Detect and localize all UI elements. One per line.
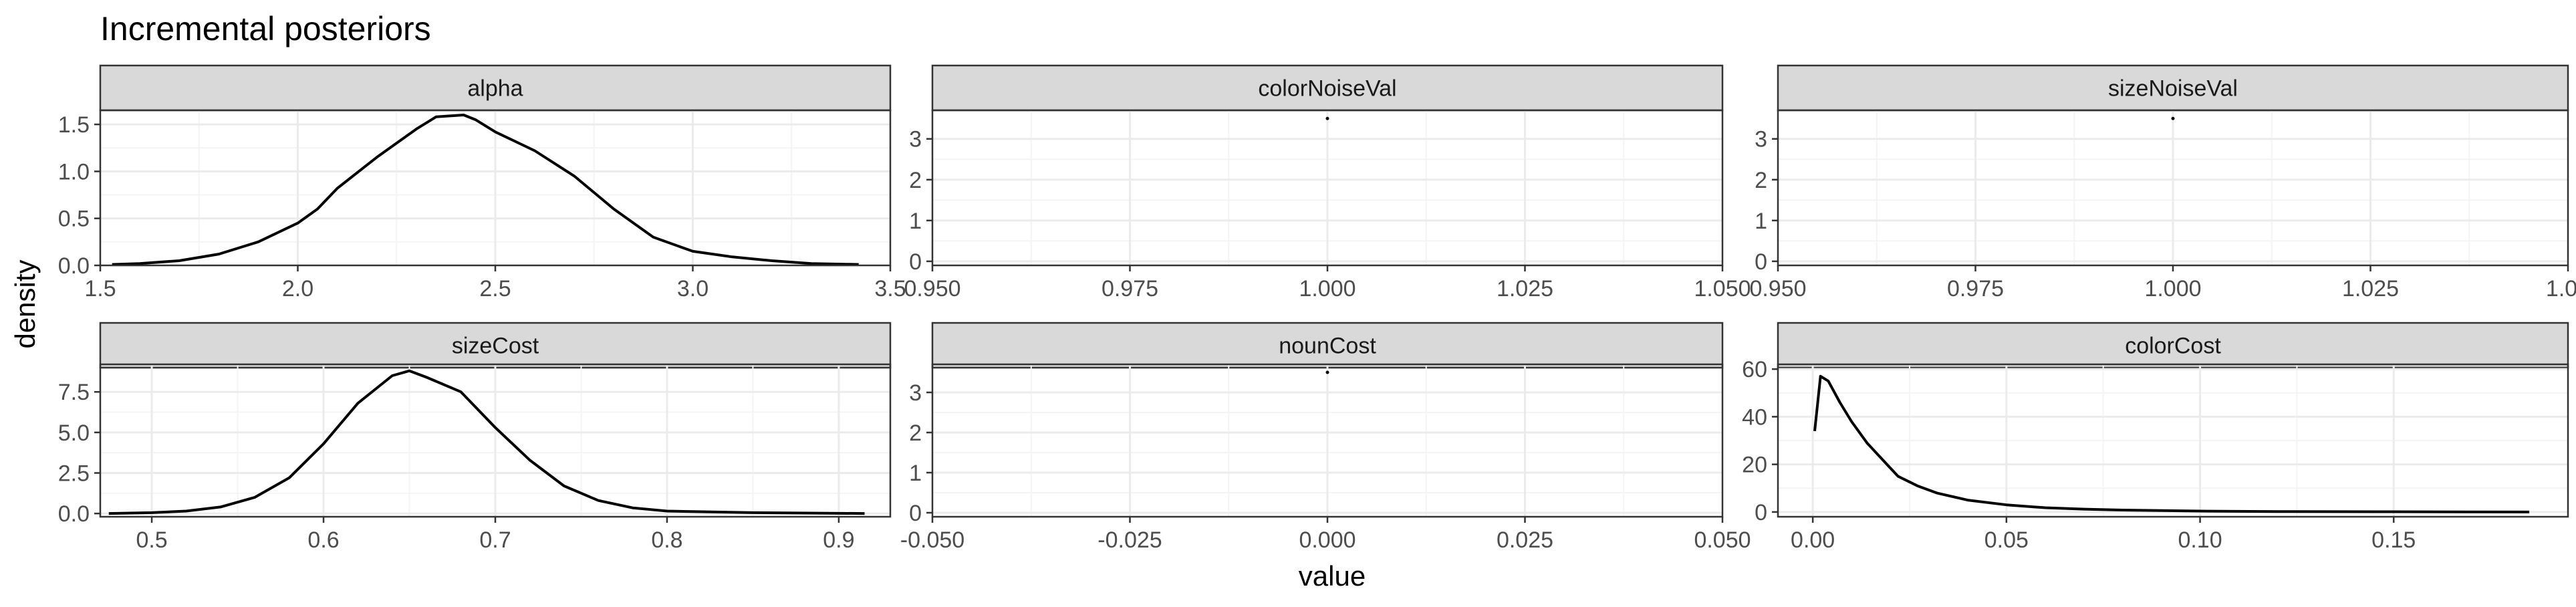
x-tick-label: 0.950 [1749, 276, 1806, 301]
x-tick-label: -0.025 [1098, 527, 1162, 553]
panel-alpha: alpha 0.0 0.5 1.0 1.5 1.5 2.0 2.5 3.0 3.5 [58, 64, 906, 301]
density-point [1325, 370, 1329, 374]
y-tick-label: 40 [1742, 404, 1767, 430]
strip-nounCost [931, 322, 1724, 369]
x-tick-label: 1.050 [1694, 276, 1751, 301]
y-tick-label: 1.0 [58, 159, 90, 185]
y-tick-label: 0 [909, 501, 922, 526]
strip-label: alpha [467, 76, 523, 102]
x-tick-label: 0.10 [2178, 527, 2222, 553]
density-line [1813, 374, 2530, 513]
y-tick-label: 0 [909, 249, 922, 275]
y-tick-label: 3 [909, 380, 922, 406]
y-tick-label: 5.0 [58, 420, 90, 446]
strip-label: colorNoiseVal [1258, 76, 1396, 102]
x-tick-label: 0.9 [823, 527, 854, 553]
x-tick-label: 0.5 [136, 527, 167, 553]
x-tick-label: 0.15 [2371, 527, 2416, 553]
x-tick-label: 0.025 [1497, 527, 1553, 553]
y-tick-label: 1 [909, 461, 922, 486]
panel-sizeCost: sizeCost 0.0 2.5 5.0 7.5 0.5 0.6 0.7 0.8 0.9 [58, 322, 892, 553]
strip-label: nounCost [1279, 334, 1376, 359]
y-tick-label: 60 [1742, 357, 1767, 382]
panel-sizeNoiseVal: sizeNoiseVal 0 1 2 3 0.950 0.975 1.000 1.025 1.05 [1749, 64, 2576, 301]
y-tick-label: 0.5 [58, 207, 90, 232]
x-tick-label: 0.050 [1694, 527, 1751, 553]
y-tick-label: 0.0 [58, 253, 90, 279]
x-tick-label: 0.000 [1299, 527, 1356, 553]
x-tick-label: 1.025 [1497, 276, 1553, 301]
x-tick-label: 1.05 [2546, 276, 2576, 301]
x-tick-label: 3.5 [874, 276, 906, 301]
panel-colorCost: colorCost 0 20 40 60 0.00 0.05 0.10 0.15 [1742, 322, 2569, 553]
y-tick-label: 0 [1755, 249, 1767, 275]
x-tick-label: 2.0 [282, 276, 313, 301]
panel-colorNoiseVal: colorNoiseVal 0 1 2 3 0.950 0.975 1.000 1.025 1.0… [904, 64, 1751, 301]
panel-nounCost: nounCost 0 1 2 3 -0.050 -0.025 0.000 0.025 0.050 [900, 322, 1751, 553]
strip-label: sizeCost [452, 334, 539, 359]
y-tick-label: 2 [909, 168, 922, 193]
x-tick-label: 3.0 [677, 276, 709, 301]
x-tick-label: 0.05 [1984, 527, 2029, 553]
strip-colorNoiseVal [931, 64, 1724, 112]
x-axis-title: value [1299, 560, 1366, 592]
x-tick-label: 0.950 [904, 276, 960, 301]
x-tick-label: 0.00 [1791, 527, 1835, 553]
y-tick-label: 1 [1755, 209, 1767, 234]
y-axis-title: density [9, 259, 41, 348]
x-tick-label: 0.975 [1102, 276, 1158, 301]
y-tick-label: 1.5 [58, 112, 90, 138]
strip-label: sizeNoiseVal [2108, 76, 2238, 102]
strip-colorCost [1777, 322, 2569, 369]
y-tick-label: 20 [1742, 453, 1767, 478]
x-tick-label: 2.5 [479, 276, 511, 301]
strip-alpha [99, 64, 892, 112]
x-tick-label: 1.5 [84, 276, 116, 301]
density-point [2171, 116, 2175, 120]
x-tick-label: 0.7 [479, 527, 511, 553]
strip-label: colorCost [2125, 334, 2221, 359]
y-tick-label: 2.5 [58, 461, 90, 487]
x-tick-label: 1.000 [1299, 276, 1356, 301]
y-tick-label: 3 [1755, 127, 1767, 152]
x-tick-label: 0.6 [307, 527, 339, 553]
chart-title: Incremental posteriors [100, 10, 431, 47]
y-tick-label: 0.0 [58, 501, 90, 527]
y-tick-label: 2 [909, 420, 922, 446]
density-point [1325, 116, 1329, 120]
x-tick-label: 1.025 [2342, 276, 2399, 301]
strip-sizeNoiseVal [1777, 64, 2569, 112]
density-line [112, 114, 859, 266]
x-tick-label: 0.8 [651, 527, 682, 553]
x-tick-label: 1.000 [2144, 276, 2201, 301]
x-tick-label: 0.975 [1947, 276, 2004, 301]
y-tick-label: 7.5 [58, 380, 90, 405]
y-tick-label: 2 [1755, 168, 1767, 193]
y-tick-label: 0 [1755, 500, 1767, 525]
panel-border [1777, 363, 2569, 518]
x-tick-label: -0.050 [900, 527, 964, 553]
y-tick-label: 3 [909, 127, 922, 152]
strip-sizeCost [99, 322, 892, 369]
density-line [108, 369, 865, 515]
y-tick-label: 1 [909, 209, 922, 234]
